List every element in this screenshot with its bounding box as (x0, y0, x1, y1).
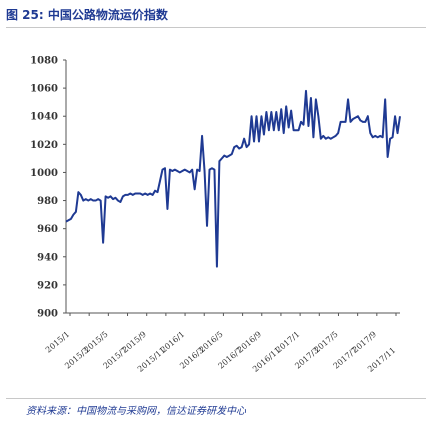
y-tick-label: 1040 (30, 112, 58, 123)
y-tick-label: 1020 (30, 140, 58, 151)
y-tick-label: 900 (37, 309, 58, 320)
chart-title: 图 25: 中国公路物流运价指数 (6, 8, 168, 22)
x-tick-label: 2017/1 (274, 330, 301, 355)
y-tick-label: 940 (37, 252, 58, 263)
y-tick-label: 1000 (30, 168, 58, 179)
x-tick-label: 2017/5 (312, 330, 339, 355)
title-divider (6, 27, 426, 28)
x-tick-label: 2015/9 (121, 330, 148, 355)
y-tick-label: 960 (37, 224, 58, 235)
y-tick-label: 920 (37, 280, 58, 291)
x-tick-label: 2015/1 (44, 330, 71, 355)
x-tick-label: 2015/5 (82, 330, 109, 355)
source-note: 资料来源：中国物流与采购网，信达证券研发中心 (26, 406, 246, 417)
y-tick-label: 1060 (30, 84, 58, 95)
y-tick-label: 1080 (30, 56, 58, 67)
x-tick-label: 2017/9 (351, 330, 378, 355)
x-tick-label: 2016/1 (159, 330, 186, 355)
x-tick-label: 2016/5 (197, 330, 224, 355)
x-tick-label: 2016/9 (236, 330, 263, 355)
x-tick-label: 2017/11 (366, 346, 397, 374)
source-divider (6, 398, 426, 399)
x-axis: 2015/12015/32015/52015/72015/92015/11201… (44, 312, 400, 374)
y-axis: 900 920 940 960 980 1000 1020 1040 1060 1080 (30, 56, 67, 320)
series-group (65, 89, 401, 268)
series-line (65, 89, 401, 268)
y-tick-label: 980 (37, 196, 58, 207)
